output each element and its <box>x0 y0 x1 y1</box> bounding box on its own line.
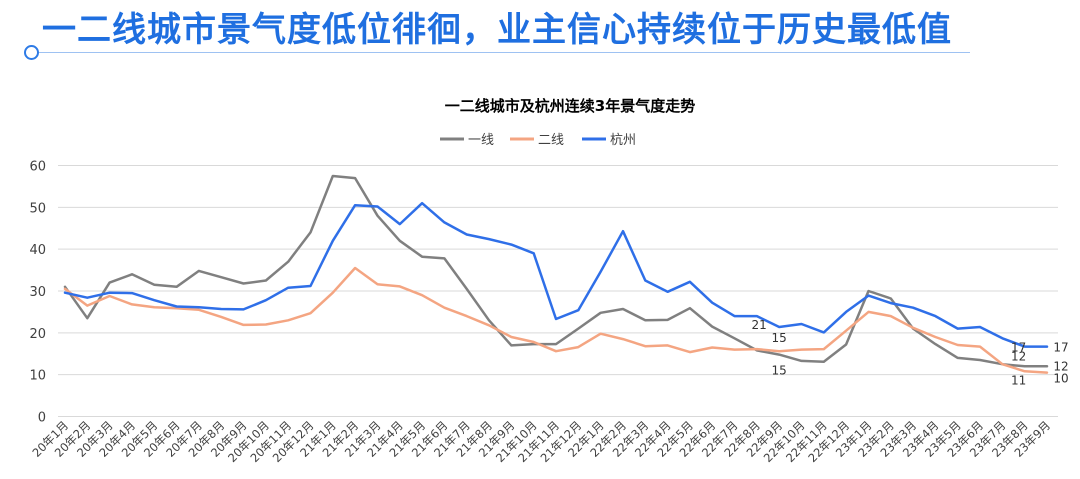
gridlines <box>58 165 1058 417</box>
title-divider-line <box>32 52 970 53</box>
page-title: 一二线城市景气度低位徘徊，业主信心持续位于历史最低值 <box>42 10 952 50</box>
legend-label: 一线 <box>468 133 494 148</box>
chart-legend: 一线 二线 杭州 <box>440 133 636 148</box>
chart-title: 一二线城市及杭州连续3年景气度走势 <box>445 97 695 115</box>
legend-label: 二线 <box>538 133 564 148</box>
y-tick-label: 40 <box>29 243 46 258</box>
y-tick-label: 10 <box>29 369 46 384</box>
data-label: 10 <box>1053 372 1068 386</box>
data-label: 21 <box>752 318 767 332</box>
x-axis-tick-labels: 20年1月20年2月20年3月20年4月20年5月20年6月20年7月20年8月… <box>29 418 1053 465</box>
legend-label: 杭州 <box>610 133 636 148</box>
y-tick-label: 30 <box>29 285 46 300</box>
series-line-0 <box>63 174 1049 368</box>
y-axis-tick-labels: 0 10 20 30 40 50 60 <box>29 160 46 426</box>
data-label: 12 <box>1053 359 1068 373</box>
data-label: 12 <box>1011 349 1026 363</box>
data-labels: 15 12 12 15 11 10 21 17 17 <box>752 318 1069 387</box>
y-tick-label: 20 <box>29 327 46 342</box>
data-label: 15 <box>772 331 787 345</box>
data-label: 15 <box>772 364 787 378</box>
data-label: 17 <box>1011 341 1026 355</box>
title-circle-icon <box>24 45 39 60</box>
y-tick-label: 0 <box>38 411 46 426</box>
data-label: 11 <box>1011 373 1026 387</box>
series-line-1 <box>63 266 1049 374</box>
y-tick-label: 50 <box>29 201 46 216</box>
series-line-2 <box>63 201 1049 348</box>
y-tick-label: 60 <box>29 160 46 175</box>
series-lines <box>63 174 1049 374</box>
data-label: 17 <box>1053 341 1068 355</box>
